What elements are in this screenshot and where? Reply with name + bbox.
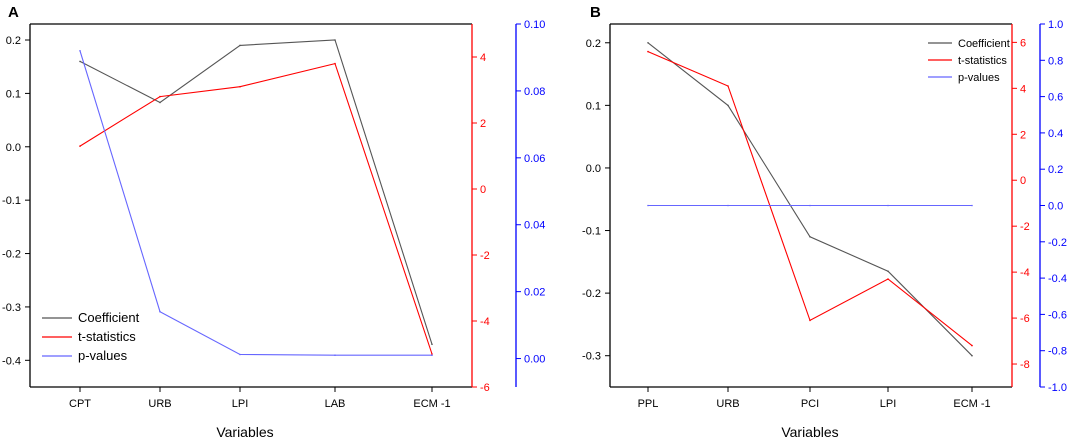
data-point-t-statistics: [727, 85, 729, 87]
data-point-coefficient: [971, 354, 973, 357]
right-axis-p-tick-label: 0.8: [1048, 55, 1063, 67]
x-axis-title: Variables: [216, 424, 273, 440]
right-axis-p-tick-label: -0.8: [1048, 346, 1067, 358]
left-axis-tick-label: -0.3: [2, 302, 21, 314]
x-tick-label: PPL: [638, 398, 659, 410]
right-axis-p-tick-label: 0.4: [1048, 128, 1063, 140]
data-point-t-statistics: [79, 145, 81, 147]
right-axis-t-tick-label: 6: [1020, 37, 1026, 49]
left-axis-tick-label: 0.1: [6, 88, 21, 100]
data-point-p-values: [239, 353, 241, 356]
x-tick-label: LPI: [232, 398, 249, 410]
legend-label: p-values: [958, 72, 1000, 84]
data-point-p-values: [159, 310, 161, 313]
right-axis-t-tick-label: 0: [1020, 175, 1026, 187]
right-axis-t-tick-label: 0: [480, 184, 486, 196]
panel-letter: B: [590, 4, 601, 21]
x-tick-label: CPT: [69, 398, 91, 410]
right-axis-p-tick-label: 0.2: [1048, 164, 1063, 176]
data-point-coefficient: [334, 39, 336, 41]
data-point-coefficient: [727, 104, 729, 107]
right-axis-t-tick-label: 4: [480, 52, 486, 64]
right-axis-p-tick-label: 0.04: [524, 220, 545, 232]
right-axis-t-tick-label: -2: [1020, 221, 1030, 233]
left-axis-tick-label: -0.2: [2, 249, 21, 261]
x-tick-label: URB: [716, 398, 739, 410]
right-axis-p-tick-label: 0.0: [1048, 201, 1063, 213]
left-axis-tick-label: 0.2: [6, 35, 21, 47]
right-axis-p-tick-label: 0.6: [1048, 92, 1063, 104]
right-axis-p-tick-label: -1.0: [1048, 382, 1067, 394]
data-point-t-statistics: [239, 85, 241, 88]
panel-letter: A: [8, 4, 19, 21]
right-axis-t-tick-label: -8: [1020, 359, 1030, 371]
right-axis-p-tick-label: -0.6: [1048, 309, 1067, 321]
data-point-p-values: [971, 204, 973, 207]
right-axis-p-tick-label: 1.0: [1048, 19, 1063, 31]
right-axis-p-tick-label: -0.4: [1048, 273, 1067, 285]
data-point-t-statistics: [334, 62, 336, 65]
data-point-t-statistics: [159, 95, 161, 98]
right-axis-t-tick-label: -4: [1020, 267, 1030, 279]
panel-b: B 0.2 0.1 0.0 -0.1 -0.2 -0.3 6 4 2 0 -2 -4 -6 -8 1.0 0.8…: [582, 4, 1067, 440]
left-axis-tick-label: 0.1: [586, 100, 601, 112]
right-axis-t-tick-label: 2: [1020, 129, 1026, 141]
x-tick-label: LPI: [880, 398, 897, 410]
right-axis-p-tick-label: 0.08: [524, 86, 545, 98]
right-axis-p-tick-label: 0.10: [524, 19, 545, 31]
x-axis-title: Variables: [781, 424, 838, 440]
left-axis-tick-label: -0.2: [582, 288, 601, 300]
right-axis-t-tick-label: -4: [480, 316, 490, 328]
data-point-p-values: [79, 50, 81, 52]
right-axis-t-tick-label: 4: [1020, 83, 1026, 95]
data-point-t-statistics: [647, 50, 649, 53]
left-axis-tick-label: 0.0: [586, 163, 601, 175]
right-axis-p-tick-label: 0.06: [524, 153, 545, 165]
left-axis-tick-label: -0.3: [582, 351, 601, 363]
data-point-t-statistics: [971, 344, 973, 347]
legend-label: Coefficient: [78, 310, 140, 325]
data-point-coefficient: [79, 60, 81, 63]
right-axis-p-tick-label: -0.2: [1048, 237, 1067, 249]
legend-label: p-values: [78, 348, 128, 363]
data-point-coefficient: [239, 44, 241, 47]
right-axis-t-tick-label: -6: [1020, 313, 1030, 325]
left-axis-tick-label: 0.2: [586, 38, 601, 50]
right-axis-t-tick-label: -2: [480, 250, 490, 262]
data-point-coefficient: [431, 343, 433, 346]
left-axis-tick-label: -0.4: [2, 355, 21, 367]
data-point-t-statistics: [431, 353, 433, 355]
x-tick-label: LAB: [325, 398, 346, 410]
data-point-p-values: [727, 204, 729, 207]
left-axis-tick-label: -0.1: [2, 195, 21, 207]
legend-label: t-statistics: [958, 55, 1007, 67]
x-tick-label: ECM -1: [953, 398, 990, 410]
x-tick-label: PCI: [801, 398, 819, 410]
left-axis-tick-label: -0.1: [582, 226, 601, 238]
legend-label: t-statistics: [78, 329, 136, 344]
data-point-p-values: [431, 354, 433, 357]
data-point-t-statistics: [809, 319, 811, 322]
right-axis-p-tick-label: 0.00: [524, 354, 545, 366]
data-point-p-values: [647, 204, 649, 207]
x-tick-label: ECM -1: [413, 398, 450, 410]
data-point-p-values: [334, 354, 336, 357]
data-point-coefficient: [887, 270, 889, 273]
data-point-coefficient: [159, 101, 161, 104]
right-axis-t-tick-label: 2: [480, 118, 486, 130]
legend-label: Coefficient: [958, 38, 1010, 50]
right-axis-t-tick-label: -6: [480, 382, 490, 394]
panel-a: A 0.2 0.1 0.0 -0.1 -0.2 -0.3 -0.4 4 2 0 -2 -4 -6 0.10 0…: [2, 4, 545, 440]
data-point-coefficient: [647, 42, 649, 44]
data-point-t-statistics: [887, 278, 889, 280]
right-axis-p-tick-label: 0.02: [524, 287, 545, 299]
left-axis-tick-label: 0.0: [6, 142, 21, 154]
data-point-p-values: [809, 204, 811, 207]
data-point-coefficient: [809, 236, 811, 238]
x-tick-label: URB: [148, 398, 171, 410]
data-point-p-values: [887, 204, 889, 207]
